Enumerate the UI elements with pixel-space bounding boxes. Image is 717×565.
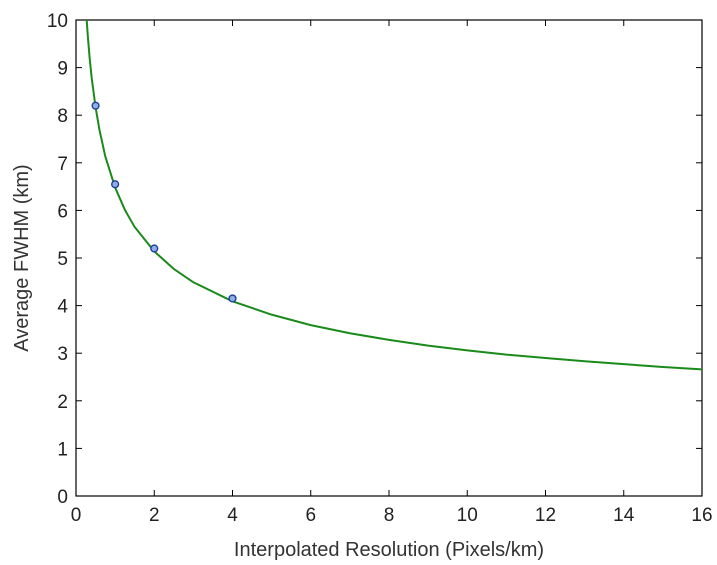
plot-area: [75, 19, 703, 497]
marker-layer: [91, 101, 237, 303]
y-tick-label: 6: [57, 201, 68, 222]
data-point: [150, 244, 159, 253]
data-point: [111, 180, 120, 189]
x-tick-label: 4: [227, 505, 238, 526]
y-tick-label: 3: [57, 344, 68, 365]
y-tick-label: 4: [57, 297, 68, 318]
y-tick-label: 8: [57, 106, 68, 127]
fit-line: [85, 20, 702, 371]
x-tick-label: 2: [149, 505, 160, 526]
x-tick-label: 0: [71, 505, 82, 526]
y-tick-label: 9: [57, 59, 68, 80]
y-tick-label: 0: [57, 487, 68, 508]
y-axis-label: Average FWHM (km): [11, 164, 33, 351]
x-tick-label: 14: [613, 505, 635, 526]
x-tick-label: 6: [305, 505, 316, 526]
axis-ticks: [75, 19, 703, 497]
y-tick-label: 2: [57, 392, 68, 413]
x-tick-label: 16: [691, 505, 712, 526]
fit-line-layer: [85, 20, 702, 371]
x-tick-label: 12: [535, 505, 556, 526]
y-tick-label: 7: [57, 154, 68, 175]
y-tick-label: 1: [57, 439, 68, 460]
x-tick-label: 10: [457, 505, 478, 526]
x-tick-label: 8: [384, 505, 395, 526]
data-point: [91, 101, 100, 110]
y-tick-label: 5: [57, 249, 68, 270]
data-point: [228, 294, 237, 303]
y-tick-label: 10: [47, 11, 68, 32]
x-axis-label: Interpolated Resolution (Pixels/km): [234, 539, 544, 561]
